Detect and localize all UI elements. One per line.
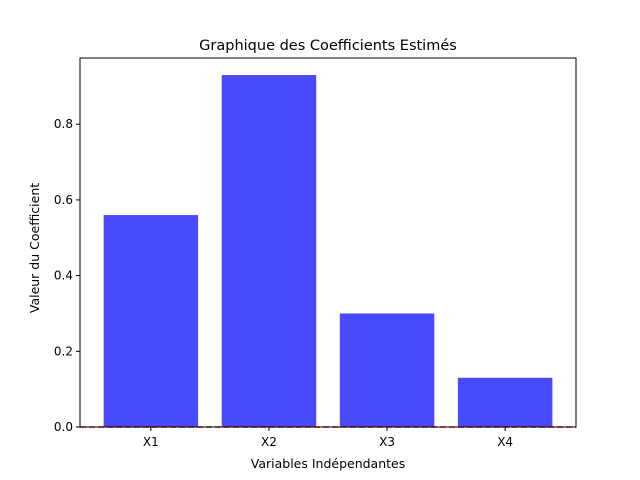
x-tick-label: X1: [143, 435, 159, 449]
bar-x3: [339, 313, 435, 427]
y-tick-label: 0.4: [54, 269, 73, 283]
y-axis-label: Valeur du Coefficient: [27, 183, 42, 313]
bar-x4: [457, 377, 553, 427]
chart-title: Graphique des Coefficients Estimés: [199, 38, 457, 54]
x-axis-label: Variables Indépendantes: [251, 456, 406, 471]
x-ticks-layer: X1 X2 X3 X4: [143, 427, 513, 449]
bar-x2: [221, 75, 317, 428]
y-ticks-layer: 0.0 0.2 0.4 0.6 0.8: [54, 117, 80, 434]
bars-layer: [103, 75, 553, 428]
x-tick-label: X4: [497, 435, 513, 449]
y-tick-label: 0.6: [54, 193, 73, 207]
plot-frame: [79, 57, 577, 428]
y-tick-label: 0.2: [54, 344, 73, 358]
y-tick-label: 0.8: [54, 117, 73, 131]
y-tick-label: 0.0: [54, 420, 73, 434]
bar-x1: [103, 215, 199, 427]
x-tick-label: X2: [261, 435, 277, 449]
x-tick-label: X3: [379, 435, 395, 449]
